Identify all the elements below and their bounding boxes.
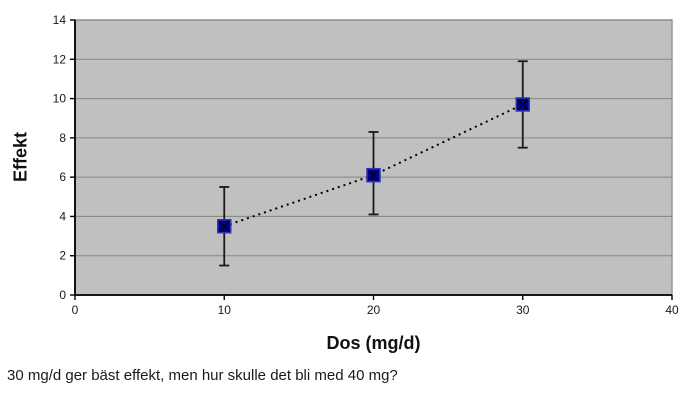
- marker-cross: [517, 99, 528, 110]
- y-tick-label: 8: [59, 131, 66, 145]
- x-axis-title: Dos (mg/d): [326, 333, 421, 353]
- x-tick-label: 0: [72, 303, 79, 317]
- y-tick-label: 6: [59, 170, 66, 184]
- dose-effect-chart: 0 2 4 6 8 10 12 14 0 10 20 30 40: [53, 13, 679, 317]
- y-tick-label: 2: [59, 249, 66, 263]
- x-tick-label: 20: [367, 303, 381, 317]
- caption-text: 30 mg/d ger bäst effekt, men hur skulle …: [7, 367, 398, 384]
- y-axis-title: Effekt: [10, 131, 31, 183]
- marker-cross: [219, 221, 230, 232]
- x-tick-label: 40: [665, 303, 679, 317]
- marker-cross: [368, 170, 379, 181]
- y-tick-label: 14: [53, 13, 67, 27]
- y-tick-label: 0: [59, 288, 66, 302]
- x-tick-label: 10: [218, 303, 232, 317]
- y-tick-label: 10: [53, 92, 67, 106]
- y-tick-label: 12: [53, 52, 67, 66]
- x-tick-label: 30: [516, 303, 530, 317]
- y-tick-label: 4: [59, 209, 66, 223]
